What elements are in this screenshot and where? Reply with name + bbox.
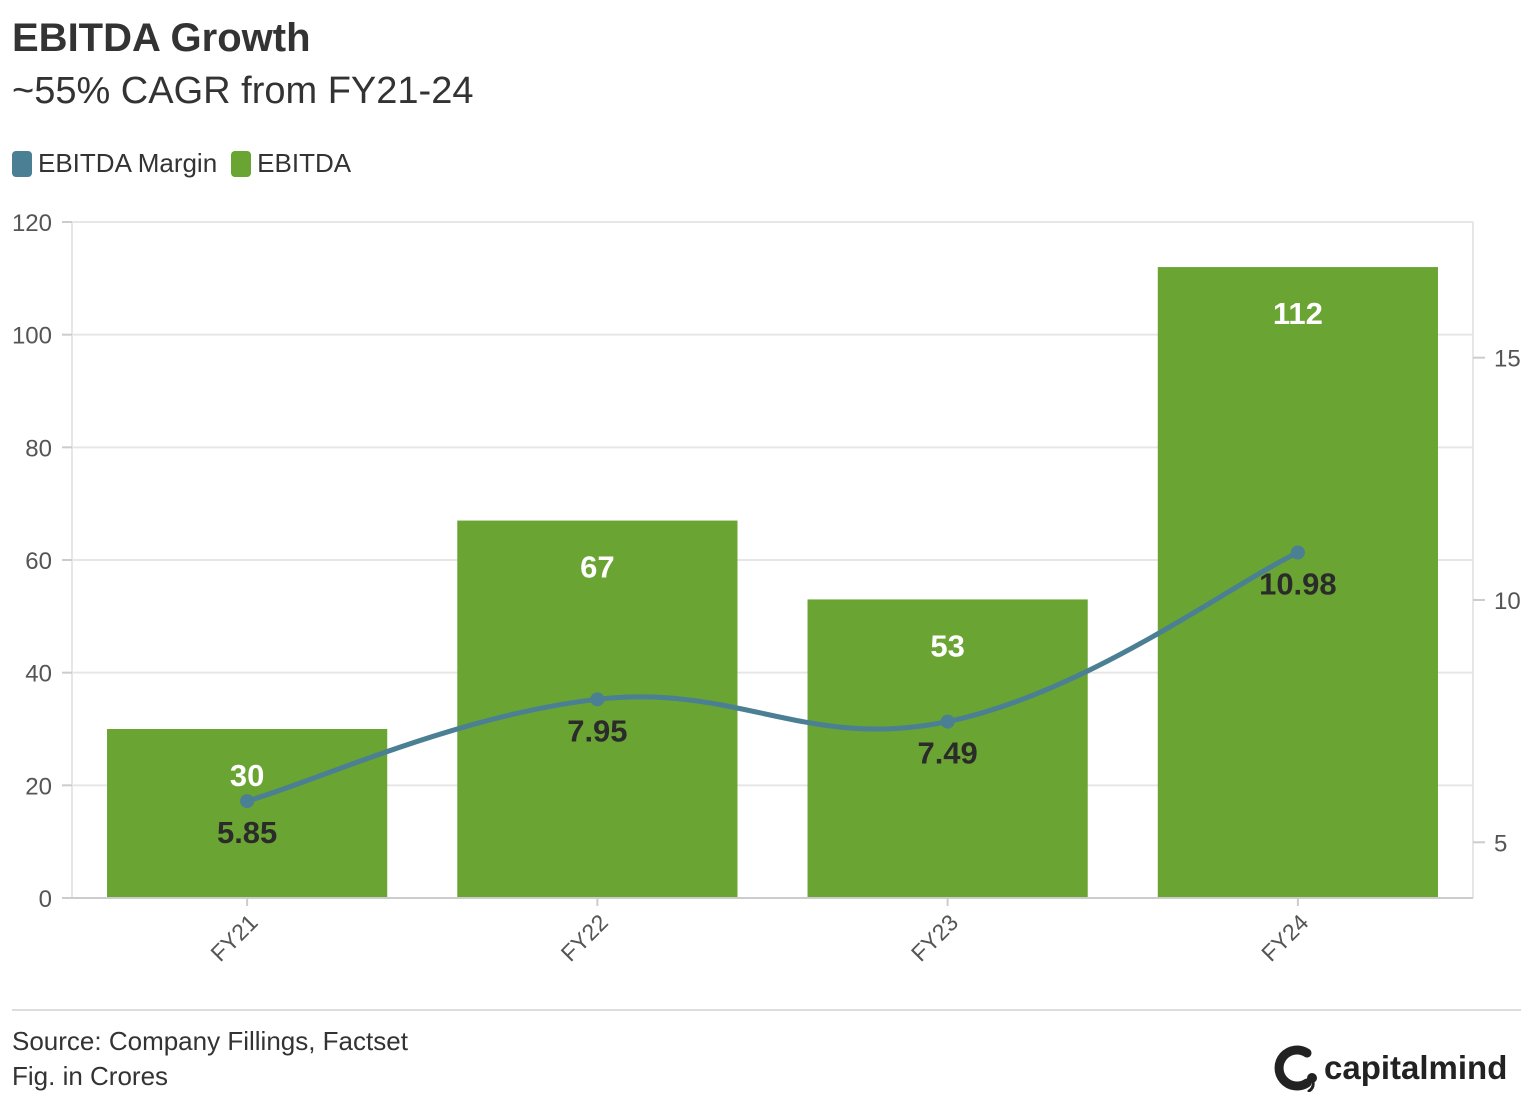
bars: [107, 267, 1438, 899]
bar-fy24: [1157, 267, 1438, 899]
legend-label-ebitda: EBITDA: [257, 148, 352, 178]
bar-fy23: [807, 599, 1088, 898]
brand-logo: capitalmind: [1272, 1044, 1507, 1092]
bar-fy21: [107, 729, 388, 898]
margin-value-label: 5.85: [217, 815, 277, 850]
chart-subtitle: ~55% CAGR from FY21-24: [12, 70, 474, 112]
chart-title: EBITDA Growth: [12, 16, 311, 60]
units-note: Fig. in Crores: [12, 1061, 169, 1091]
margin-value-label: 7.95: [567, 713, 627, 748]
y-left-tick-label: 0: [39, 886, 52, 913]
margin-value-label: 10.98: [1259, 566, 1337, 601]
margin-point-fy22: [590, 692, 605, 707]
bar-value-label: 30: [230, 758, 264, 793]
chart-canvas: 30 67 53 112 5.85 7.95 7.49 10.98 0 20 40 60 80 100 1…: [12, 210, 1521, 966]
x-tick-label: FY22: [556, 909, 613, 966]
data-labels: 30 67 53 112 5.85 7.95 7.49 10.98: [217, 296, 1337, 850]
legend-swatch-ebitda: [231, 150, 252, 177]
y-left-tick-label: 20: [25, 773, 52, 800]
capitalmind-logo-icon: [1274, 1045, 1317, 1092]
bar-fy22: [457, 520, 738, 898]
margin-point-fy23: [940, 714, 955, 729]
bar-value-label: 53: [930, 628, 964, 663]
margin-point-fy24: [1290, 545, 1305, 560]
margin-value-label: 7.49: [917, 736, 977, 771]
brand-name: capitalmind: [1324, 1049, 1508, 1086]
source-note: Source: Company Fillings, Factset: [12, 1026, 408, 1056]
legend-swatch-margin: [12, 150, 32, 177]
bar-value-label: 67: [580, 550, 614, 585]
footer-divider: [12, 1009, 1521, 1011]
margin-line: [240, 545, 1305, 809]
x-tick-label: FY24: [1256, 909, 1313, 966]
margin-point-fy21: [240, 794, 255, 809]
bar-value-label: 112: [1273, 296, 1323, 331]
x-tick-label: FY21: [205, 909, 262, 966]
margin-line-path: [244, 549, 1301, 804]
y-left-tick-label: 80: [25, 435, 52, 462]
y-left-tick-label: 40: [25, 661, 52, 688]
y-right-tick-label: 10: [1494, 588, 1521, 615]
y-left-tick-label: 60: [25, 548, 52, 575]
legend-label-margin: EBITDA Margin: [38, 148, 218, 178]
y-right-tick-label: 5: [1494, 830, 1507, 857]
y-left-tick-label: 100: [12, 323, 52, 350]
legend-item-margin[interactable]: EBITDA Margin: [12, 148, 217, 179]
y-right-tick-label: 15: [1494, 346, 1521, 373]
x-tick-label: FY23: [906, 909, 963, 966]
legend: EBITDA Margin EBITDA: [12, 148, 365, 179]
y-left-tick-label: 120: [12, 210, 52, 237]
legend-item-ebitda[interactable]: EBITDA: [231, 148, 351, 179]
